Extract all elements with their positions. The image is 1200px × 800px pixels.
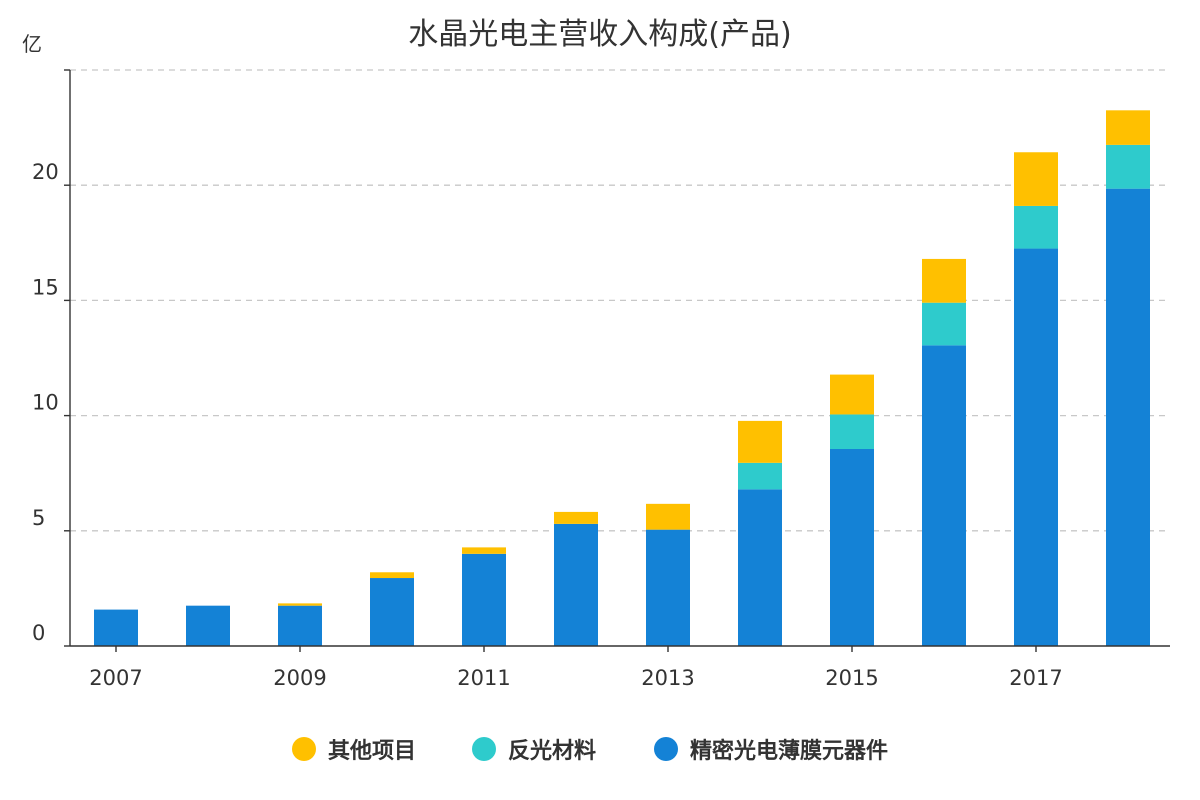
bar-segment[interactable]	[830, 374, 874, 415]
bar-segment[interactable]	[462, 547, 506, 554]
bar-segment[interactable]	[370, 572, 414, 579]
x-tick-label: 2017	[1009, 666, 1062, 690]
bar-segment[interactable]	[738, 462, 782, 490]
bar-segment[interactable]	[922, 345, 966, 646]
legend-label: 反光材料	[508, 739, 596, 764]
bar-segment[interactable]	[738, 420, 782, 463]
bar-segment[interactable]	[1106, 144, 1150, 189]
bar-segment[interactable]	[646, 503, 690, 530]
legend-item[interactable]: 反光材料	[472, 737, 596, 764]
legend[interactable]: 其他项目 反光材料 精密光电薄膜元器件	[292, 737, 888, 764]
bar-segment[interactable]	[1014, 152, 1058, 206]
legend-swatch	[472, 737, 496, 761]
y-axis-ticks: 0 5 10 15 20	[32, 69, 70, 647]
bar-segment[interactable]	[830, 449, 874, 646]
bar-segment[interactable]	[462, 553, 506, 646]
y-axis-unit: 亿	[22, 32, 42, 56]
legend-label: 其他项目	[328, 739, 416, 764]
bar-segment[interactable]	[370, 578, 414, 646]
bar-segment[interactable]	[922, 258, 966, 303]
y-tick-label: 15	[32, 275, 59, 299]
bar-segment[interactable]	[186, 605, 230, 646]
bar-segment[interactable]	[554, 511, 598, 524]
x-tick-label: 2009	[273, 666, 326, 690]
bar-segment[interactable]	[278, 603, 322, 606]
x-tick-label: 2013	[641, 666, 694, 690]
x-tick-label: 2007	[89, 666, 142, 690]
legend-swatch	[654, 737, 678, 761]
x-tick-label: 2011	[457, 666, 510, 690]
bar-segment[interactable]	[554, 523, 598, 646]
bar-segment[interactable]	[1106, 188, 1150, 646]
bar-segment[interactable]	[922, 302, 966, 346]
x-tick-label: 2015	[825, 666, 878, 690]
bar-segment[interactable]	[830, 414, 874, 450]
bar-segment[interactable]	[646, 529, 690, 646]
bar-segment[interactable]	[94, 609, 138, 646]
gridlines	[70, 69, 1170, 532]
y-tick-label: 5	[32, 506, 45, 530]
y-tick-label: 10	[32, 391, 59, 415]
legend-item[interactable]: 精密光电薄膜元器件	[654, 737, 888, 764]
bars	[94, 110, 1150, 646]
legend-label: 精密光电薄膜元器件	[690, 738, 888, 764]
bar-segment[interactable]	[278, 605, 322, 646]
bar-segment[interactable]	[738, 489, 782, 646]
chart-title: 水晶光电主营收入构成(产品)	[408, 17, 791, 52]
bar-segment[interactable]	[1014, 205, 1058, 249]
y-tick-label: 0	[32, 621, 45, 645]
y-tick-label: 20	[32, 160, 59, 184]
bar-segment[interactable]	[1014, 248, 1058, 646]
axes	[69, 70, 1170, 647]
legend-item[interactable]: 其他项目	[292, 737, 416, 764]
bar-segment[interactable]	[1106, 110, 1150, 145]
legend-swatch	[292, 737, 316, 761]
x-axis-ticks: 2007 2009 2011 2013 2015 2017	[89, 646, 1063, 690]
